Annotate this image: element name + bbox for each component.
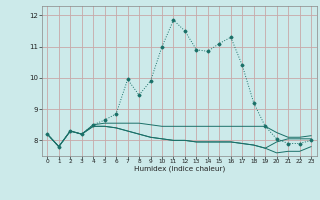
X-axis label: Humidex (Indice chaleur): Humidex (Indice chaleur) <box>133 166 225 172</box>
